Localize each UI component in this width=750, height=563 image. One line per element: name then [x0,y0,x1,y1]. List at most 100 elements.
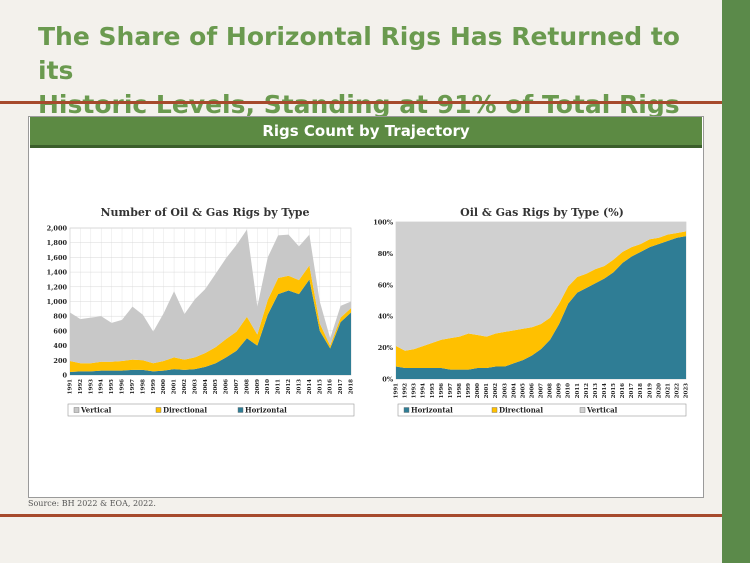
x-tick-label: 2018 [349,379,355,394]
series-area-directional [70,265,351,373]
x-tick-label: 1994 [99,379,105,394]
series-area-vertical [70,229,351,364]
x-tick-label: 2009 [255,379,261,394]
x-tick-label: 1992 [403,383,409,398]
y-tick-label: 60% [378,281,394,289]
x-tick-label: 1997 [448,383,454,398]
x-tick-label: 2000 [475,383,481,398]
legend-label-directional: Directional [163,406,207,415]
legend-swatch-vertical [73,407,80,413]
y-tick-label: 1,600 [47,254,68,262]
x-tick-label: 2002 [493,383,499,398]
x-tick-label: 2014 [307,379,313,394]
x-tick-label: 2014 [602,383,608,398]
x-tick-label: 2008 [548,383,554,398]
chart-title: Oil & Gas Rigs by Type (%) [460,206,624,219]
x-tick-label: 2012 [286,379,292,394]
x-tick-label: 2012 [584,383,590,398]
x-tick-label: 2000 [161,379,167,394]
x-tick-label: 2010 [566,383,572,398]
x-tick-label: 1991 [394,383,400,398]
footer-divider [0,514,722,517]
x-tick-label: 2015 [317,379,323,394]
x-tick-label: 2006 [224,379,230,394]
y-tick-label: 80% [378,250,394,258]
series-area-horizontal [396,236,686,379]
x-tick-label: 1993 [88,379,94,394]
x-tick-label: 2005 [520,383,526,398]
x-tick-label: 2006 [529,383,535,398]
legend-swatch-directional [155,407,162,413]
y-tick-label: 20% [378,344,394,352]
x-tick-label: 2009 [557,383,563,398]
y-tick-label: 1,800 [47,239,68,247]
legend-box [397,403,687,417]
y-tick-label: 600 [53,327,67,335]
x-tick-label: 2018 [638,383,644,398]
x-tick-label: 1996 [120,379,126,394]
x-tick-label: 1997 [130,379,136,394]
x-tick-label: 2015 [611,383,617,398]
x-tick-label: 2017 [338,379,344,394]
series-area-directional [396,231,686,370]
series-area-vertical [396,222,686,351]
slide-title-line1: The Share of Horizontal Rigs Has Returne… [38,22,680,85]
legend-swatch-horizontal [237,407,244,413]
x-tick-label: 2003 [192,379,198,394]
legend-swatch-directional [491,407,498,413]
title-divider [0,101,722,104]
y-tick-label: 1,200 [47,283,68,291]
slide-title: The Share of Horizontal Rigs Has Returne… [38,20,718,122]
x-tick-label: 1998 [140,379,146,394]
series-area-horizontal [70,279,351,375]
legend-label-directional: Directional [499,406,543,415]
x-tick-label: 2011 [575,383,581,398]
x-tick-label: 2017 [629,383,635,398]
x-tick-label: 2023 [684,383,690,398]
x-tick-label: 2016 [328,379,334,394]
x-tick-label: 2020 [656,383,662,398]
legend-label-horizontal: Horizontal [245,406,287,415]
right-accent-bar [722,0,750,563]
legend-label-vertical: Vertical [586,406,618,415]
x-tick-label: 2001 [172,379,178,394]
y-tick-label: 400 [53,342,67,350]
x-tick-label: 2005 [213,379,219,394]
x-tick-label: 2007 [234,379,240,394]
y-tick-label: 100% [373,219,394,227]
y-tick-label: 0 [62,372,67,380]
x-tick-label: 2004 [203,379,209,394]
legend-box [67,403,355,417]
x-tick-label: 2008 [244,379,250,394]
y-tick-label: 40% [378,313,394,321]
x-tick-label: 2016 [620,383,626,398]
y-tick-label: 200 [53,357,67,365]
x-tick-label: 2013 [296,379,302,394]
x-tick-label: 1996 [439,383,445,398]
x-tick-label: 2013 [593,383,599,398]
x-tick-label: 2002 [182,379,188,394]
section-header: Rigs Count by Trajectory [30,117,702,148]
x-tick-label: 2019 [647,383,653,398]
legend-swatch-horizontal [403,407,410,413]
legend-swatch-vertical [579,407,586,413]
y-tick-label: 1,400 [47,269,68,277]
legend-label-horizontal: Horizontal [411,406,453,415]
x-tick-label: 2001 [484,383,490,398]
x-tick-label: 1995 [109,379,115,394]
y-tick-label: 1,000 [47,298,68,306]
x-tick-label: 2021 [665,383,671,398]
legend-label-vertical: Vertical [80,406,112,415]
x-tick-label: 1998 [457,383,463,398]
rig-count-chart: Number of Oil & Gas Rigs by Type 0 200 400 6… [47,206,355,417]
chart-title: Number of Oil & Gas Rigs by Type [101,206,310,219]
x-tick-label: 1994 [421,383,427,398]
x-tick-label: 2010 [265,379,271,394]
slide-title-line2: Historic Levels, Standing at 91% of Tota… [38,90,680,119]
rig-share-chart: Oil & Gas Rigs by Type (%) 0% 20% 40% 60% 80%… [373,206,690,417]
x-tick-label: 2022 [674,383,680,398]
y-tick-label: 800 [53,313,67,321]
x-tick-label: 1999 [466,383,472,398]
x-tick-label: 1991 [68,379,74,394]
x-tick-label: 1999 [151,379,157,394]
